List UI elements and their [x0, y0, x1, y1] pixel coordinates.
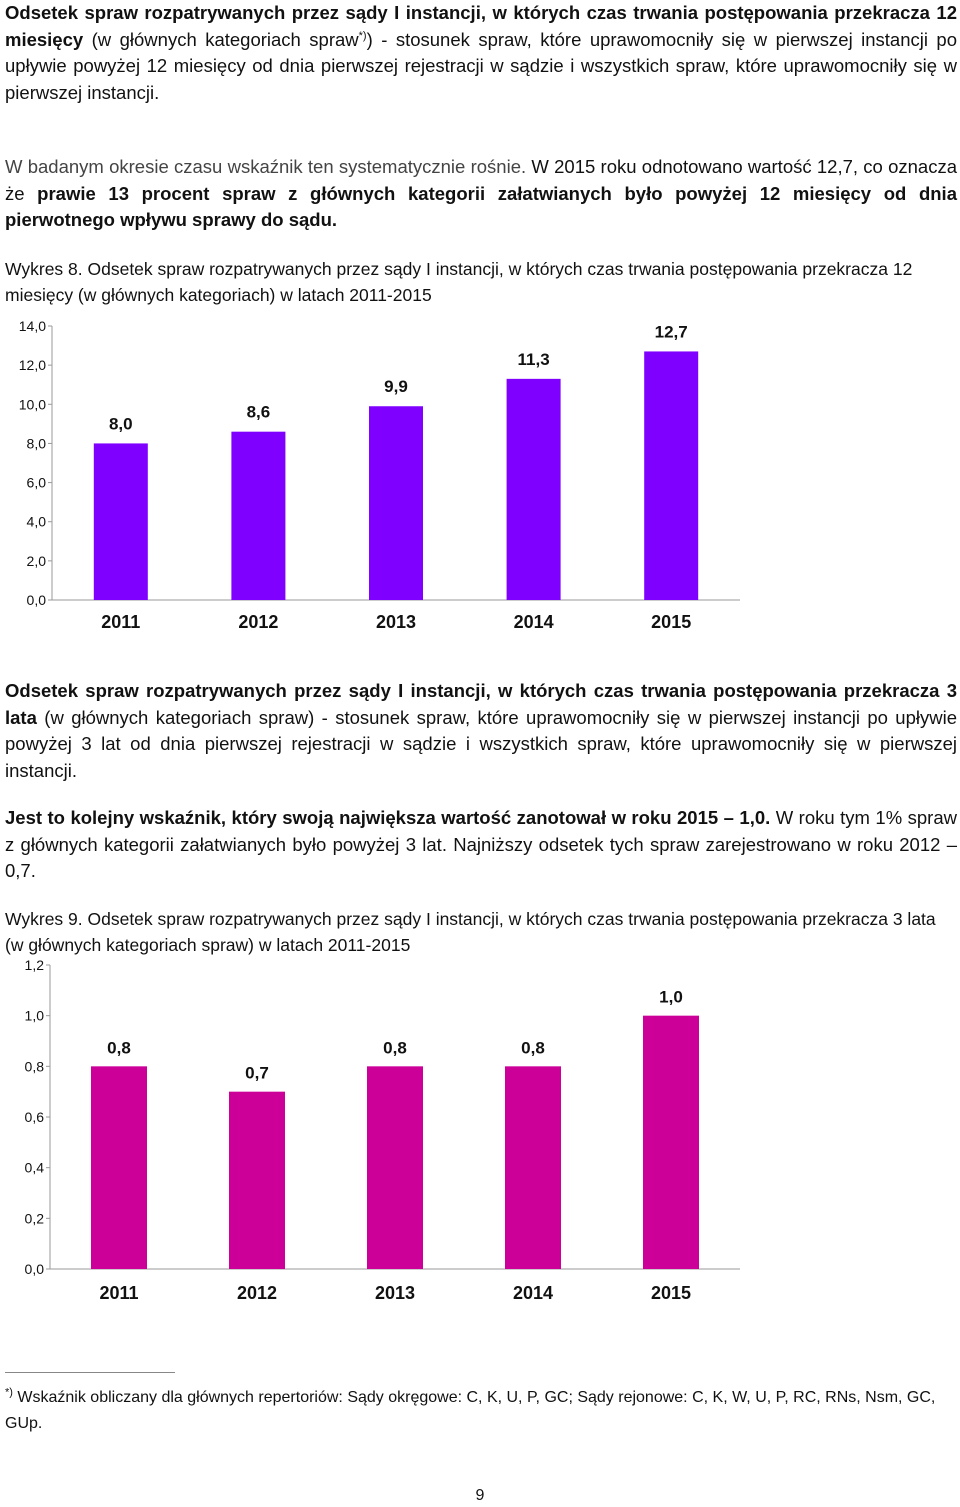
bar-chart-12-months: 0,0 2,0 4,0 6,0 8,0 10,0 12,0 14,0 8,0 2011 8,6 201…	[19, 318, 740, 632]
text-run: prawie 13 procent spraw z głównych kateg…	[5, 182, 957, 231]
intro-paragraph-12-months: Odsetek spraw rozpatrywanych przez sądy …	[5, 0, 957, 106]
data-label-2012: 8,6	[247, 403, 271, 422]
y-tick-label: 0,0	[25, 1261, 45, 1277]
category-label-2012: 2012	[237, 1283, 277, 1303]
category-label-2011: 2011	[101, 612, 140, 632]
footnote: *) Wskaźnik obliczany dla głównych reper…	[5, 1385, 955, 1437]
data-label-2011: 0,8	[107, 1038, 131, 1057]
bar-2012	[231, 431, 286, 600]
category-label-2014: 2014	[513, 1283, 553, 1303]
chart-caption-9: Wykres 9. Odsetek spraw rozpatrywanych p…	[5, 909, 936, 955]
category-label-2014: 2014	[514, 612, 554, 632]
y-tick-label: 0,4	[25, 1160, 45, 1176]
bar-2015	[644, 351, 699, 600]
data-label-2013: 9,9	[384, 377, 408, 396]
y-tick-label: 12,0	[19, 357, 46, 373]
category-label-2013: 2013	[376, 612, 416, 632]
y-tick-label: 0,0	[27, 592, 47, 608]
y-tick-label: 10,0	[19, 396, 46, 412]
chart-caption-8: Wykres 8. Odsetek spraw rozpatrywanych p…	[5, 259, 913, 305]
category-label-2013: 2013	[375, 1283, 415, 1303]
bar-2013	[367, 1066, 423, 1269]
text-run: Jest to kolejny wskaźnik, który swoją na…	[5, 807, 771, 828]
text-run: *)	[358, 29, 367, 42]
data-label-2015: 1,0	[659, 988, 683, 1007]
footnote-separator	[5, 1372, 175, 1373]
text-run: W 2015 roku odnotowano wartość 12,7, co …	[5, 156, 957, 204]
text-run: Odsetek spraw rozpatrywanych przez sądy …	[5, 680, 957, 728]
y-tick-label: 0,8	[25, 1058, 45, 1074]
data-label-2012: 0,7	[245, 1064, 269, 1083]
data-label-2011: 8,0	[109, 414, 133, 433]
bar-2011	[93, 443, 148, 600]
data-label-2014: 0,8	[521, 1038, 545, 1057]
y-tick-label: 0,2	[25, 1210, 45, 1226]
trend-paragraph-3-years: Jest to kolejny wskaźnik, który swoją na…	[5, 805, 957, 885]
bar-2011	[91, 1066, 147, 1269]
y-tick-label: 4,0	[27, 514, 47, 530]
bar-2012	[229, 1091, 285, 1269]
y-tick-label: 1,2	[25, 957, 45, 973]
y-tick-label: 2,0	[27, 553, 47, 569]
intro-paragraph-3-years: Odsetek spraw rozpatrywanych przez sądy …	[5, 678, 957, 784]
text-run: ) - stosunek spraw, które uprawomocniły …	[5, 28, 957, 103]
y-tick-label: 6,0	[27, 475, 47, 491]
bar-chart-3-years: 0,0 0,2 0,4 0,6 0,8 1,0 1,2 0,8 2011 0,7 2012 0,8 20…	[25, 957, 740, 1303]
y-tick-label: 8,0	[27, 435, 47, 451]
bar-2014	[505, 1066, 561, 1269]
y-tick-label: 0,6	[25, 1109, 45, 1125]
text-run: (w głównych kategoriach spraw	[83, 28, 359, 50]
y-tick-label: 1,0	[25, 1008, 45, 1024]
category-label-2012: 2012	[238, 612, 278, 632]
category-label-2015: 2015	[651, 612, 691, 632]
page-number: 9	[475, 1487, 485, 1504]
bar-2015	[643, 1015, 699, 1269]
data-label-2013: 0,8	[383, 1038, 407, 1057]
data-label-2014: 11,3	[518, 350, 550, 369]
bar-2013	[369, 406, 423, 600]
category-label-2015: 2015	[651, 1283, 691, 1303]
trend-paragraph-12-months: W badanym okresie czasu wskaźnik ten sys…	[5, 154, 957, 234]
category-label-2011: 2011	[99, 1283, 138, 1303]
text-run: (w głównych kategoriach spraw) - stosune…	[5, 706, 957, 781]
footnote-mark: *)	[5, 1386, 13, 1399]
y-tick-label: 14,0	[19, 318, 46, 334]
text-run: Odsetek spraw rozpatrywanych przez sądy …	[5, 2, 957, 50]
text-run: W badanym okresie czasu wskaźnik ten sys…	[5, 156, 527, 177]
text-run: W roku tym 1% spraw z głównych kategorii…	[5, 807, 957, 881]
bar-2014	[506, 378, 561, 600]
footnote-text: Wskaźnik obliczany dla głównych repertor…	[5, 1389, 936, 1432]
data-label-2015: 12,7	[655, 322, 688, 341]
